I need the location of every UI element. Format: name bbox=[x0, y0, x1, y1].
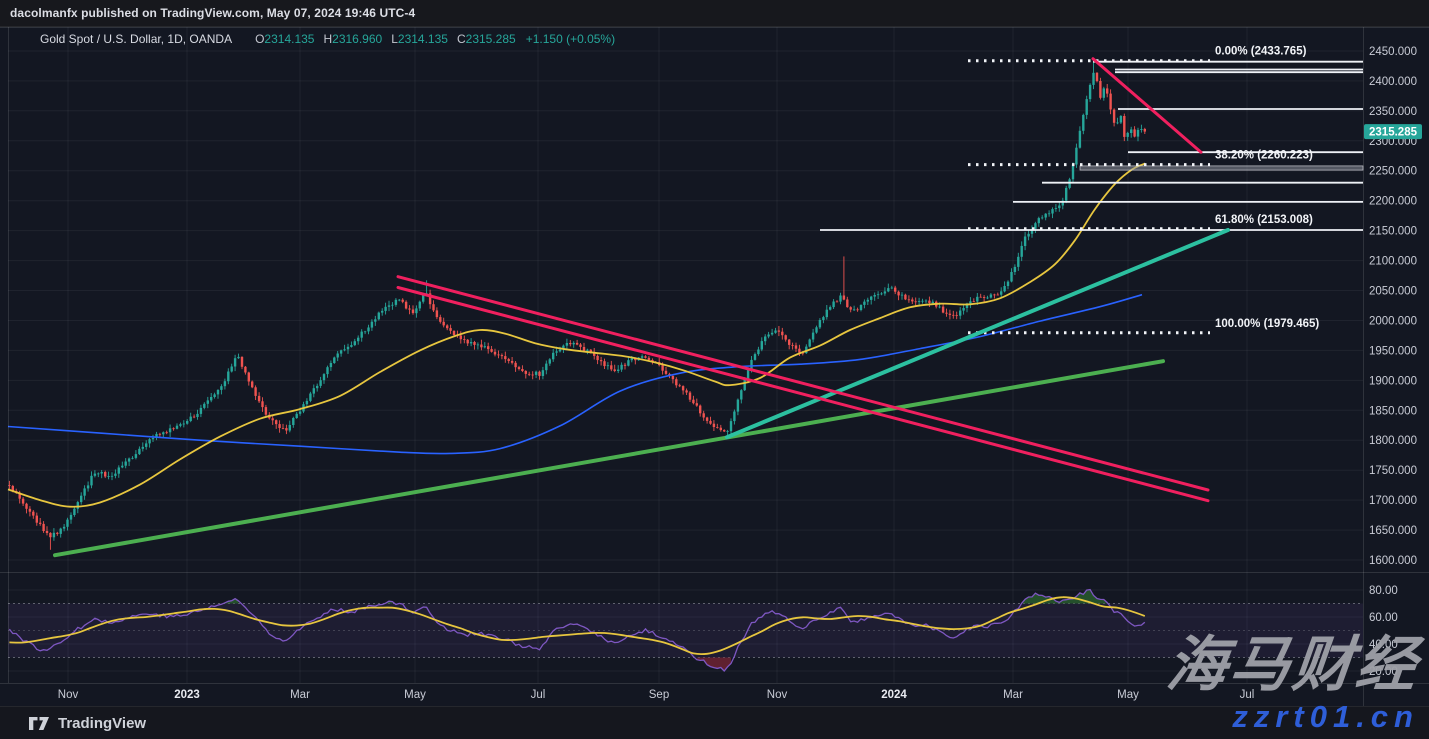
svg-text:38.20% (2260.223): 38.20% (2260.223) bbox=[1215, 150, 1313, 162]
svg-text:May: May bbox=[404, 689, 426, 701]
svg-text:Mar: Mar bbox=[1003, 689, 1023, 701]
ohlc-high-value: 2316.960 bbox=[332, 32, 383, 46]
fib-labels: 0.00% (2433.765) 38.20% (2260.223) 61.80% … bbox=[1215, 46, 1319, 330]
svg-text:Mar: Mar bbox=[290, 689, 310, 701]
fib-retracement[interactable] bbox=[968, 59, 1210, 335]
rsi-line[interactable] bbox=[8, 588, 1146, 672]
ohlc-low-value: 2314.135 bbox=[397, 32, 448, 46]
svg-text:Nov: Nov bbox=[58, 689, 79, 701]
last-price-badge[interactable]: 2315.285 bbox=[1364, 124, 1422, 140]
symbol-legend[interactable]: Gold Spot / U.S. Dollar, 1D, OANDA O 2314… bbox=[40, 31, 615, 47]
svg-text:2200.000: 2200.000 bbox=[1369, 196, 1417, 208]
svg-text:2315.285: 2315.285 bbox=[1369, 127, 1418, 139]
ascending-support-green[interactable] bbox=[53, 359, 1165, 558]
ohlc-open-label: O bbox=[255, 32, 265, 46]
svg-text:100.00% (1979.465): 100.00% (1979.465) bbox=[1215, 318, 1319, 330]
svg-text:80.00: 80.00 bbox=[1369, 585, 1398, 597]
chart-background bbox=[0, 27, 1429, 706]
svg-text:0.00% (2433.765): 0.00% (2433.765) bbox=[1215, 46, 1307, 58]
price-scale[interactable]: 2450.0002400.0002350.0002300.0002250.000… bbox=[1369, 46, 1417, 567]
ma-slow-blue-line[interactable] bbox=[7, 293, 1143, 455]
svg-text:1750.000: 1750.000 bbox=[1369, 465, 1417, 477]
svg-text:2024: 2024 bbox=[881, 689, 907, 701]
tradingview-logo-icon[interactable] bbox=[28, 716, 50, 731]
watermark-brand-text: 海马财经 bbox=[1163, 630, 1423, 700]
publish-bar: dacolmanfx published on TradingView.com,… bbox=[0, 0, 1429, 27]
svg-text:Nov: Nov bbox=[767, 689, 788, 701]
svg-text:60.00: 60.00 bbox=[1369, 612, 1398, 624]
svg-text:Jul: Jul bbox=[1240, 689, 1255, 701]
svg-text:2150.000: 2150.000 bbox=[1369, 226, 1417, 238]
svg-text:20.00: 20.00 bbox=[1369, 666, 1398, 678]
svg-text:40.00: 40.00 bbox=[1369, 639, 1398, 651]
symbol-title[interactable]: Gold Spot / U.S. Dollar, 1D, OANDA bbox=[40, 32, 233, 46]
rsi-ma-line[interactable] bbox=[9, 596, 1146, 656]
time-scale[interactable]: Nov 2023 Mar May Jul Sep Nov 2024 Mar May Jul bbox=[58, 689, 1255, 701]
pane-borders bbox=[0, 27, 1429, 706]
ohlc-high-label: H bbox=[323, 32, 333, 46]
svg-text:61.80% (2153.008): 61.80% (2153.008) bbox=[1215, 214, 1313, 226]
svg-text:2400.000: 2400.000 bbox=[1369, 76, 1417, 88]
svg-text:2100.000: 2100.000 bbox=[1369, 256, 1417, 268]
svg-text:1900.000: 1900.000 bbox=[1369, 375, 1417, 387]
svg-text:2350.000: 2350.000 bbox=[1369, 106, 1417, 118]
svg-text:May: May bbox=[1117, 689, 1139, 701]
footer-bar: TradingView bbox=[0, 706, 1429, 739]
svg-text:Jul: Jul bbox=[531, 689, 546, 701]
ohlc-close-value: 2315.285 bbox=[465, 32, 516, 46]
svg-text:1850.000: 1850.000 bbox=[1369, 405, 1417, 417]
descending-channel-lower-pink[interactable] bbox=[396, 286, 1210, 503]
trendlines[interactable] bbox=[53, 57, 1230, 558]
svg-text:1650.000: 1650.000 bbox=[1369, 525, 1417, 537]
ohlc-close-label: C bbox=[456, 32, 466, 46]
svg-text:1950.000: 1950.000 bbox=[1369, 345, 1417, 357]
ohlc-low-label: L bbox=[391, 32, 398, 46]
horizontal-ray-lines[interactable] bbox=[820, 60, 1363, 231]
svg-text:1800.000: 1800.000 bbox=[1369, 435, 1417, 447]
svg-text:2023: 2023 bbox=[174, 689, 200, 701]
publish-text: dacolmanfx published on TradingView.com,… bbox=[10, 6, 416, 20]
tradingview-logo-text[interactable]: TradingView bbox=[58, 714, 147, 732]
ma-fast-yellow-line[interactable] bbox=[7, 162, 1146, 508]
watermark-url-text: zzrt01.cn bbox=[1232, 699, 1419, 734]
svg-text:2250.000: 2250.000 bbox=[1369, 166, 1417, 178]
chart-canvas[interactable]: 0.00% (2433.765) 38.20% (2260.223) 61.80% … bbox=[0, 27, 1429, 706]
svg-text:1700.000: 1700.000 bbox=[1369, 495, 1417, 507]
svg-text:1600.000: 1600.000 bbox=[1369, 555, 1417, 567]
descending-channel-upper-pink[interactable] bbox=[396, 275, 1210, 492]
short-descending-pink[interactable] bbox=[1091, 57, 1203, 154]
ohlc-open-value: 2314.135 bbox=[264, 32, 315, 46]
ascending-support-teal[interactable] bbox=[725, 228, 1230, 440]
rsi-scale[interactable]: 80.00 60.00 40.00 20.00 bbox=[1369, 585, 1398, 678]
svg-text:Sep: Sep bbox=[649, 689, 669, 701]
svg-text:2050.000: 2050.000 bbox=[1369, 286, 1417, 298]
svg-text:2000.000: 2000.000 bbox=[1369, 316, 1417, 328]
price-change: +1.150 (+0.05%) bbox=[525, 32, 616, 46]
svg-text:2450.000: 2450.000 bbox=[1369, 46, 1417, 58]
supply-zone-rect[interactable] bbox=[1079, 165, 1364, 171]
